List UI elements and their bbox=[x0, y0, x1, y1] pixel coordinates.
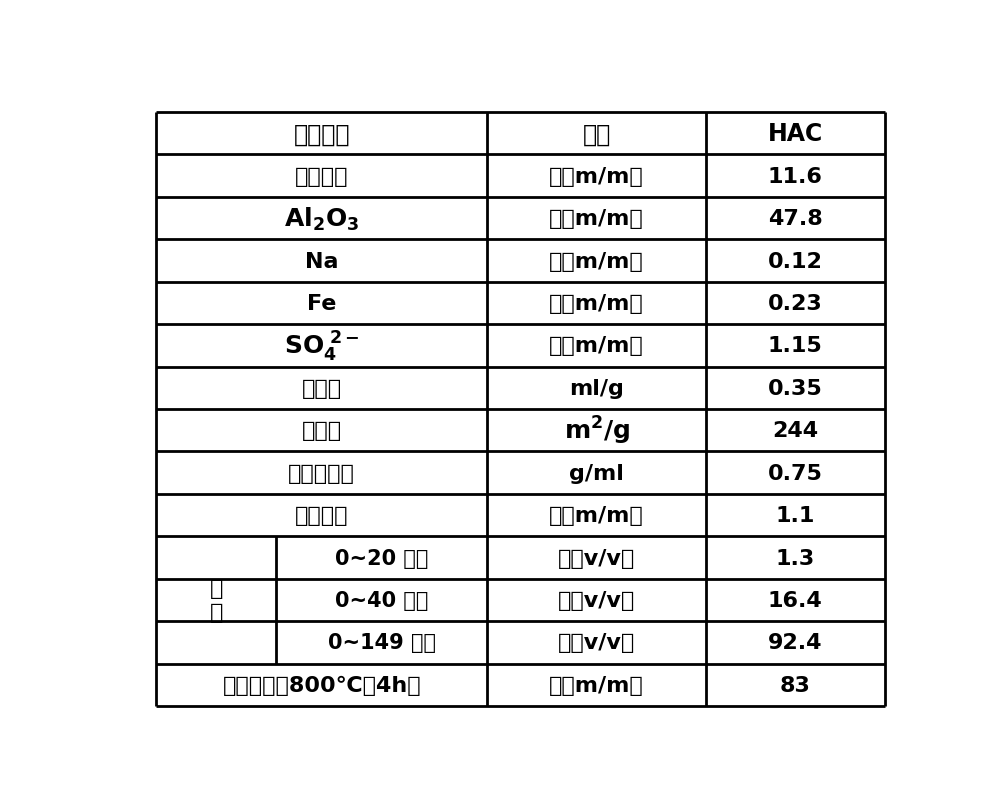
Text: 0.23: 0.23 bbox=[768, 294, 823, 314]
Text: ％（m/m）: ％（m/m） bbox=[549, 336, 644, 356]
Text: 0~20 微米: 0~20 微米 bbox=[335, 548, 429, 568]
Text: 磨损指数: 磨损指数 bbox=[295, 505, 348, 526]
Text: Fe: Fe bbox=[307, 294, 336, 314]
Text: ％（m/m）: ％（m/m） bbox=[549, 251, 644, 271]
Text: ％（m/m）: ％（m/m） bbox=[549, 675, 644, 695]
Text: 灼烧减量: 灼烧减量 bbox=[295, 166, 348, 187]
Text: 0.12: 0.12 bbox=[768, 251, 823, 271]
Text: 孔体积: 孔体积 bbox=[302, 379, 342, 398]
Text: 11.6: 11.6 bbox=[768, 166, 823, 187]
Text: $\mathbf{SO_4^{\ 2-}}$: $\mathbf{SO_4^{\ 2-}}$ bbox=[284, 329, 360, 363]
Text: ％（m/m）: ％（m/m） bbox=[549, 166, 644, 187]
Text: ％（v/v）: ％（v/v） bbox=[558, 590, 635, 610]
Text: 单位: 单位 bbox=[583, 122, 611, 146]
Text: Na: Na bbox=[305, 251, 338, 271]
Text: HAC: HAC bbox=[768, 122, 823, 146]
Text: 92.4: 92.4 bbox=[768, 633, 823, 653]
Text: 1.3: 1.3 bbox=[776, 548, 815, 568]
Text: 47.8: 47.8 bbox=[768, 209, 823, 229]
Text: 检验项目: 检验项目 bbox=[293, 122, 350, 146]
Text: $\mathbf{Al_2O_3}$: $\mathbf{Al_2O_3}$ bbox=[284, 205, 359, 233]
Text: 0~40 微米: 0~40 微米 bbox=[335, 590, 429, 610]
Text: 微活指数（800℃，4h）: 微活指数（800℃，4h） bbox=[222, 675, 421, 695]
Text: ％（m/m）: ％（m/m） bbox=[549, 505, 644, 526]
Text: ％（v/v）: ％（v/v） bbox=[558, 633, 635, 653]
Text: 0~149 微米: 0~149 微米 bbox=[328, 633, 436, 653]
Text: ml/g: ml/g bbox=[569, 379, 624, 398]
Text: g/ml: g/ml bbox=[569, 463, 624, 483]
Text: 1.1: 1.1 bbox=[776, 505, 815, 526]
Text: ％（v/v）: ％（v/v） bbox=[558, 548, 635, 568]
Text: $\mathbf{m^2/g}$: $\mathbf{m^2/g}$ bbox=[564, 414, 630, 447]
Text: ％（m/m）: ％（m/m） bbox=[549, 209, 644, 229]
Text: 16.4: 16.4 bbox=[768, 590, 823, 610]
Text: 83: 83 bbox=[780, 675, 811, 695]
Text: ％（m/m）: ％（m/m） bbox=[549, 294, 644, 314]
Text: 表观堆密度: 表观堆密度 bbox=[288, 463, 355, 483]
Text: 0.75: 0.75 bbox=[768, 463, 823, 483]
Text: 1.15: 1.15 bbox=[768, 336, 823, 356]
Text: 粒
度: 粒 度 bbox=[209, 579, 223, 622]
Text: 0.35: 0.35 bbox=[768, 379, 823, 398]
Text: 比表面: 比表面 bbox=[302, 421, 342, 440]
Text: 244: 244 bbox=[772, 421, 818, 440]
